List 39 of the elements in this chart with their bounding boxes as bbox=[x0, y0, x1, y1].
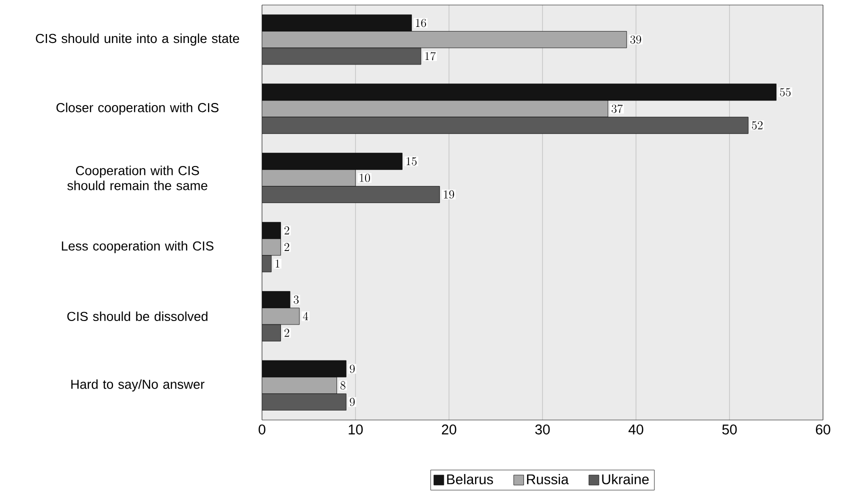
data-label: 9 bbox=[350, 364, 355, 373]
bar bbox=[262, 376, 338, 394]
data-label: 8 bbox=[340, 381, 346, 390]
data-label: 17 bbox=[425, 52, 436, 60]
data-label: 2 bbox=[284, 328, 290, 337]
data-label: 10 bbox=[360, 174, 370, 182]
data-label: 16 bbox=[416, 18, 426, 28]
data-label: 39 bbox=[630, 35, 642, 44]
data-label: 1 bbox=[276, 260, 280, 268]
x-tick-label: 50 bbox=[722, 424, 737, 434]
data-label: 19 bbox=[444, 190, 454, 199]
bar bbox=[262, 100, 608, 118]
data-label: 3 bbox=[294, 296, 299, 304]
data-label: 9 bbox=[350, 398, 355, 406]
data-label: 2 bbox=[284, 226, 290, 234]
legend-label: Russia bbox=[527, 474, 569, 484]
data-label: 4 bbox=[302, 312, 308, 320]
x-tick-label: 40 bbox=[628, 424, 644, 434]
y-tick-label: Hard to say/No answer bbox=[71, 379, 204, 392]
x-tick-label: 10 bbox=[348, 424, 363, 434]
data-label: 2 bbox=[284, 242, 290, 251]
bar bbox=[262, 238, 281, 256]
data-label: 37 bbox=[612, 104, 623, 113]
x-tick-label: 0 bbox=[258, 424, 266, 434]
y-tick-label: CIS should be dissolved bbox=[67, 311, 208, 322]
data-label: 15 bbox=[406, 157, 417, 166]
bar bbox=[262, 308, 300, 325]
data-label: 55 bbox=[780, 88, 791, 96]
legend-label: Belarus bbox=[447, 474, 494, 484]
data-label: 52 bbox=[752, 121, 763, 130]
x-tick-label: 60 bbox=[816, 424, 830, 434]
y-tick-label: CIS should unite into a single state bbox=[36, 34, 240, 46]
x-tick-label: 20 bbox=[442, 424, 456, 434]
y-tick-label: Less cooperation with CIS bbox=[62, 241, 214, 254]
legend-label: Ukraine bbox=[602, 474, 649, 484]
y-tick-label: Cooperation with CIS should remain the same bbox=[67, 166, 208, 190]
x-tick-label: 30 bbox=[535, 424, 550, 434]
bar bbox=[262, 169, 356, 186]
y-tick-label: Closer cooperation with CIS bbox=[56, 102, 218, 115]
